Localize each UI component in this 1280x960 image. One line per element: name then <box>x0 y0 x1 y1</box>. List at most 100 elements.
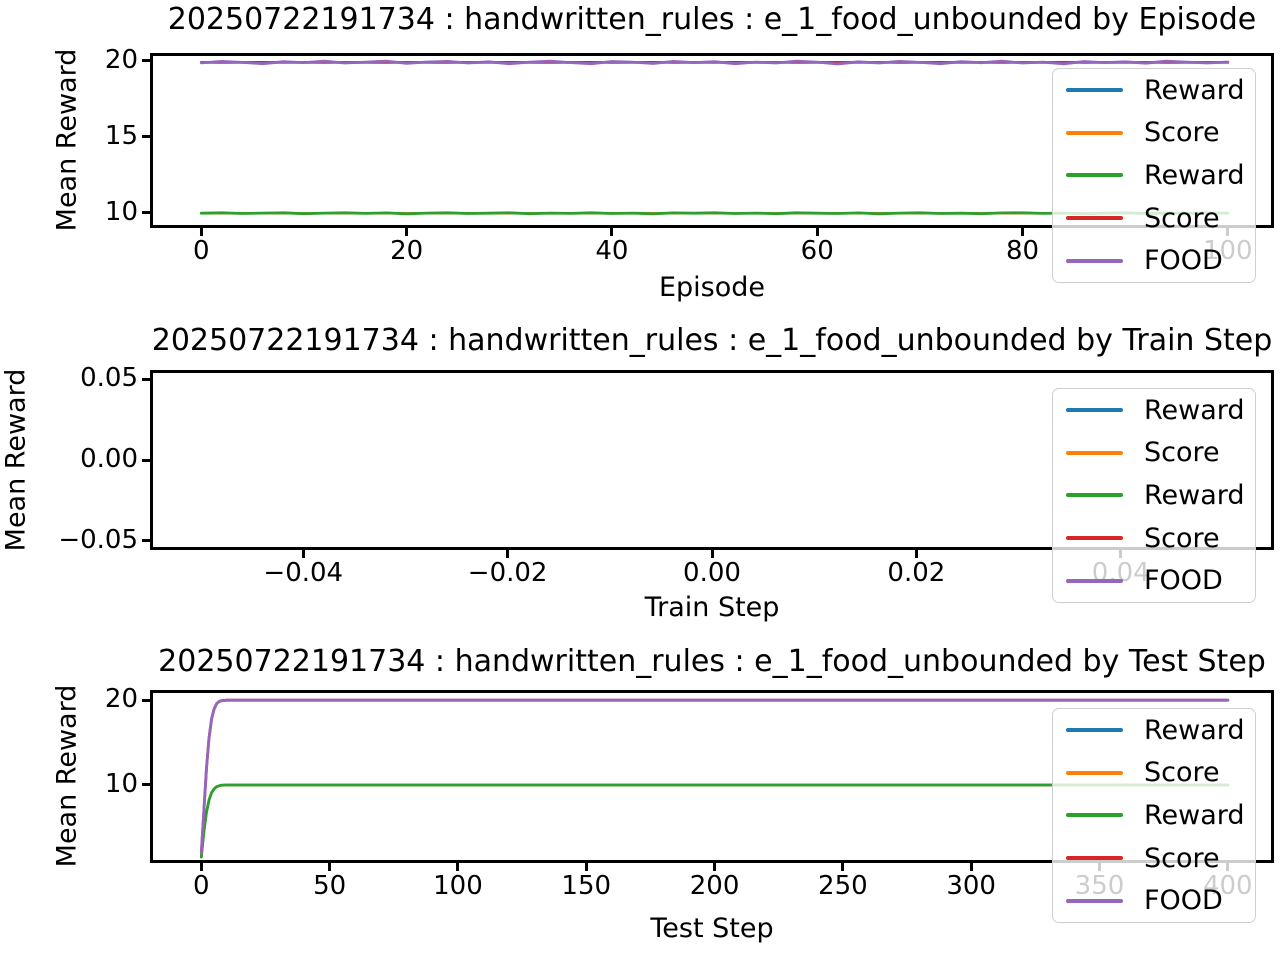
x-tick-label: 0 <box>193 871 210 901</box>
x-tick-mark <box>710 550 714 558</box>
legend-line-sample <box>1066 898 1123 903</box>
x-tick-label: 0.00 <box>683 558 741 588</box>
legend-label: FOOD <box>1144 565 1223 597</box>
legend-label: FOOD <box>1144 885 1223 917</box>
x-tick-label: −0.04 <box>263 558 344 588</box>
legend-label: Reward <box>1144 799 1245 831</box>
chart-test-step-title: 20250722191734 : handwritten_rules : e_1… <box>158 644 1266 679</box>
legend-line-sample <box>1066 856 1123 861</box>
legend-line-sample <box>1066 536 1123 541</box>
legend-line-sample <box>1066 493 1123 498</box>
chart-episode-legend: Reward Score Reward Score FOOD <box>1052 68 1256 283</box>
legend-label: Reward <box>1144 159 1245 191</box>
x-tick-mark <box>506 550 510 558</box>
y-tick-label: 20 <box>104 44 138 75</box>
x-tick-label: 80 <box>1005 236 1040 266</box>
x-tick-mark <box>1021 228 1024 236</box>
legend-line-sample <box>1066 258 1123 263</box>
legend-line-sample <box>1066 450 1123 455</box>
legend-label: Reward <box>1144 74 1245 106</box>
legend-line-sample <box>1066 216 1123 221</box>
chart-train-step-legend: Reward Score Reward Score FOOD <box>1052 388 1256 603</box>
x-tick-mark <box>301 550 305 558</box>
legend-line-sample <box>1066 728 1123 733</box>
y-tick-label: 10 <box>104 768 138 799</box>
x-tick-mark <box>841 863 845 871</box>
x-tick-label: 40 <box>595 236 629 266</box>
x-tick-label: −0.02 <box>467 558 548 588</box>
x-tick-label: 300 <box>946 871 996 901</box>
x-tick-label: 60 <box>800 236 834 266</box>
legend-label: Score <box>1144 202 1220 234</box>
y-tick-label: 15 <box>104 120 138 151</box>
x-tick-label: 100 <box>433 871 483 901</box>
legend-row: Score <box>1053 197 1255 240</box>
chart-test-step-x-axis-label: Test Step <box>650 913 774 944</box>
legend-label: FOOD <box>1144 245 1223 277</box>
chart-episode-x-axis-label: Episode <box>658 272 766 303</box>
x-tick-label: 0 <box>193 236 210 266</box>
legend-line-sample <box>1066 130 1123 135</box>
y-tick-label: 10 <box>104 196 138 227</box>
chart-test-step-legend: Reward Score Reward Score FOOD <box>1052 708 1256 923</box>
x-tick-mark <box>969 863 973 871</box>
x-tick-mark <box>199 863 203 871</box>
legend-row: Reward <box>1053 709 1255 752</box>
legend-row: Score <box>1053 517 1255 560</box>
x-tick-mark <box>914 550 918 558</box>
chart-test-step-plot-area <box>150 690 1274 863</box>
y-tick-label: 0.05 <box>80 363 138 394</box>
y-tick-mark <box>142 539 150 543</box>
y-tick-mark <box>142 458 150 462</box>
legend-row: Reward <box>1053 389 1255 432</box>
x-tick-label: 20 <box>390 236 424 266</box>
x-tick-label: 50 <box>313 871 347 901</box>
y-tick-mark <box>142 783 150 787</box>
y-tick-mark <box>142 377 150 381</box>
legend-row: Score <box>1053 752 1255 795</box>
legend-row: Score <box>1053 837 1255 880</box>
chart-episode-title: 20250722191734 : handwritten_rules : e_1… <box>167 2 1257 37</box>
x-tick-label: 250 <box>818 871 868 901</box>
x-tick-label: 200 <box>689 871 740 901</box>
legend-row: Reward <box>1053 794 1255 837</box>
y-tick-mark <box>142 59 150 63</box>
y-tick-label: −0.05 <box>58 524 138 555</box>
y-tick-mark <box>142 211 150 215</box>
legend-line-sample <box>1066 408 1123 413</box>
legend-line-sample <box>1066 813 1123 818</box>
y-tick-label: 20 <box>104 684 138 715</box>
chart-train-step-y-axis-label: Mean Reward <box>0 368 32 552</box>
legend-row: FOOD <box>1053 559 1255 602</box>
legend-line-sample <box>1066 88 1123 93</box>
legend-row: Reward <box>1053 69 1255 112</box>
legend-row: Reward <box>1053 154 1255 197</box>
chart-train-step-plot-area <box>150 370 1274 550</box>
x-tick-label: 150 <box>561 871 612 901</box>
legend-row: FOOD <box>1053 239 1255 282</box>
legend-row: Score <box>1053 432 1255 475</box>
chart-train-step-title: 20250722191734 : handwritten_rules : e_1… <box>151 323 1273 358</box>
x-tick-mark <box>713 863 717 871</box>
x-tick-label: 0.02 <box>887 558 946 588</box>
x-tick-mark <box>328 863 332 871</box>
chart-episode-plot-area <box>150 53 1274 228</box>
legend-label: Reward <box>1144 479 1245 511</box>
chart-train-step-x-axis-label: Train Step <box>644 592 780 623</box>
legend-line-sample <box>1066 770 1123 775</box>
legend-label: Score <box>1144 757 1220 789</box>
legend-label: Score <box>1144 842 1220 874</box>
x-tick-mark <box>815 228 819 236</box>
legend-label: Score <box>1144 437 1220 469</box>
y-tick-mark <box>142 698 150 702</box>
y-tick-label: 0.00 <box>80 444 138 474</box>
legend-label: Score <box>1144 117 1220 149</box>
legend-row: FOOD <box>1053 879 1255 922</box>
y-tick-mark <box>142 135 150 139</box>
x-tick-mark <box>405 228 409 236</box>
legend-label: Score <box>1144 522 1220 554</box>
x-tick-mark <box>456 863 460 871</box>
legend-line-sample <box>1066 578 1123 583</box>
legend-row: Reward <box>1053 474 1255 517</box>
x-tick-mark <box>610 228 614 236</box>
